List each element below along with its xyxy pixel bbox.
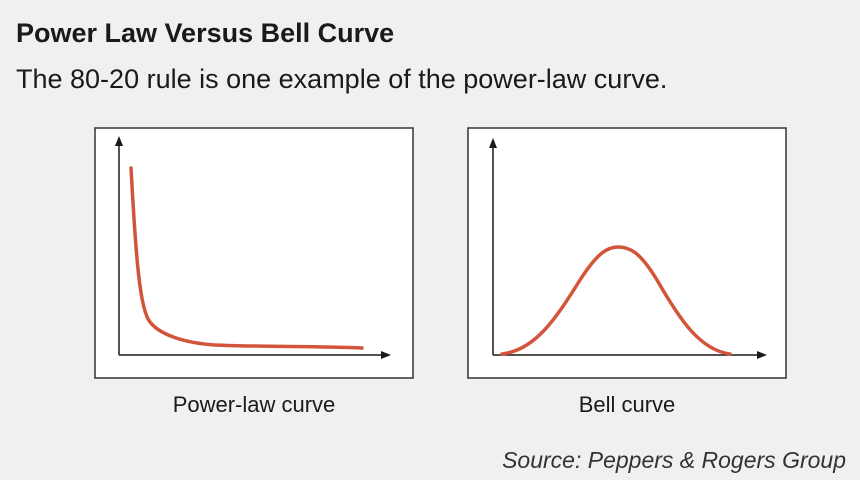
bell-panel: Bell curve [467, 127, 787, 417]
title: Power Law Versus Bell Curve [16, 18, 394, 48]
panel-frame [94, 127, 414, 379]
arrowhead [381, 351, 391, 359]
power-law-panel: Power-law curve [94, 127, 414, 417]
arrowhead [489, 138, 497, 148]
subtitle: The 80-20 rule is one example of the pow… [16, 64, 667, 94]
panel-frame [467, 127, 787, 379]
panel-label: Bell curve [579, 392, 676, 417]
panel-label: Power-law curve [173, 392, 336, 417]
bell-curve [500, 245, 732, 356]
arrowhead [115, 136, 123, 146]
source: Source: Peppers & Rogers Group [502, 447, 846, 473]
power-law-curve [129, 166, 364, 350]
arrowhead [757, 351, 767, 359]
